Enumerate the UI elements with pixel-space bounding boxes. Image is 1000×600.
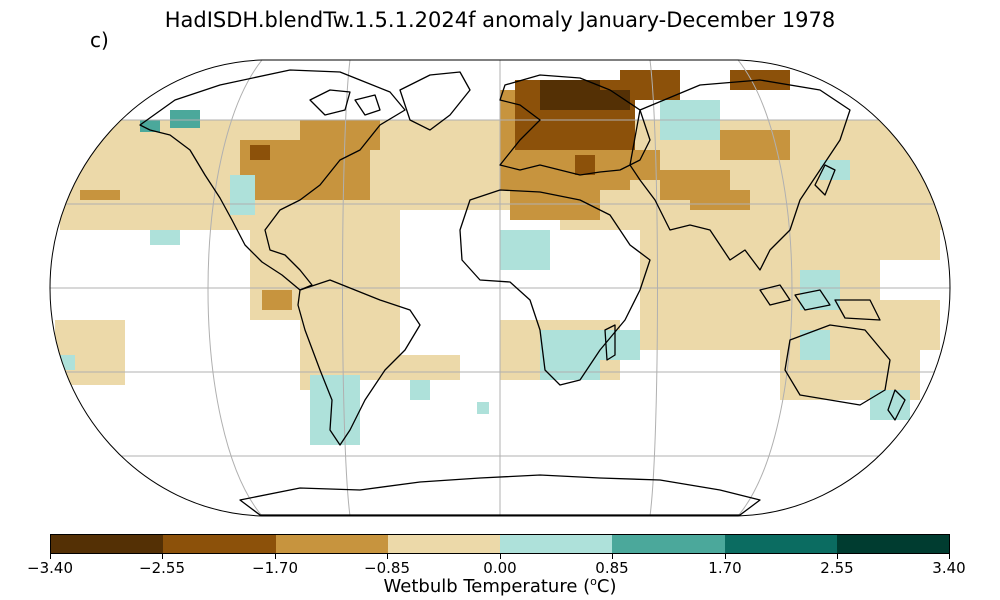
colorbar-tick: [387, 554, 388, 559]
anomaly-grid: [50, 60, 950, 460]
colorbar-segment: [51, 535, 164, 553]
colorbar-label-unit-tail: C): [596, 576, 617, 597]
panel-label: c): [90, 28, 109, 52]
colorbar-tick-label: 2.55: [820, 559, 854, 577]
colorbar-tick: [50, 554, 51, 559]
colorbar: [50, 534, 950, 554]
colorbar-tick: [837, 554, 838, 559]
colorbar-segment: [387, 535, 500, 553]
colorbar-tick-label: −2.55: [139, 559, 185, 577]
colorbar-tick-label: 0.85: [595, 559, 629, 577]
coastlines: [139, 69, 906, 516]
anomaly-map: [49, 59, 951, 517]
colorbar-segment: [836, 535, 949, 553]
colorbar-label-text: Wetbulb Temperature (: [383, 576, 591, 597]
colorbar-tick: [949, 554, 950, 559]
colorbar-tick: [162, 554, 163, 559]
colorbar-tick: [612, 554, 613, 559]
graticule: [50, 60, 950, 516]
colorbar-segment: [724, 535, 837, 553]
colorbar-tick-label: −0.85: [364, 559, 410, 577]
colorbar-tick: [725, 554, 726, 559]
colorbar-label: Wetbulb Temperature (oC): [0, 575, 1000, 597]
colorbar-segment: [275, 535, 388, 553]
colorbar-tick: [500, 554, 501, 559]
globe-outline: [49, 59, 951, 517]
colorbar-tick-label: −3.40: [27, 559, 73, 577]
colorbar-segment: [500, 535, 613, 553]
colorbar-tick-label: −1.70: [252, 559, 298, 577]
colorbar-label-unit-sup: o: [590, 575, 597, 588]
colorbar-tick: [275, 554, 276, 559]
colorbar-segment: [612, 535, 725, 553]
colorbar-segment: [163, 535, 276, 553]
colorbar-tick-label: 0.00: [483, 559, 517, 577]
colorbar-tick-label: 1.70: [708, 559, 742, 577]
colorbar-tick-label: 3.40: [932, 559, 966, 577]
figure-title: HadISDH.blendTw.1.5.1.2024f anomaly Janu…: [164, 8, 836, 32]
